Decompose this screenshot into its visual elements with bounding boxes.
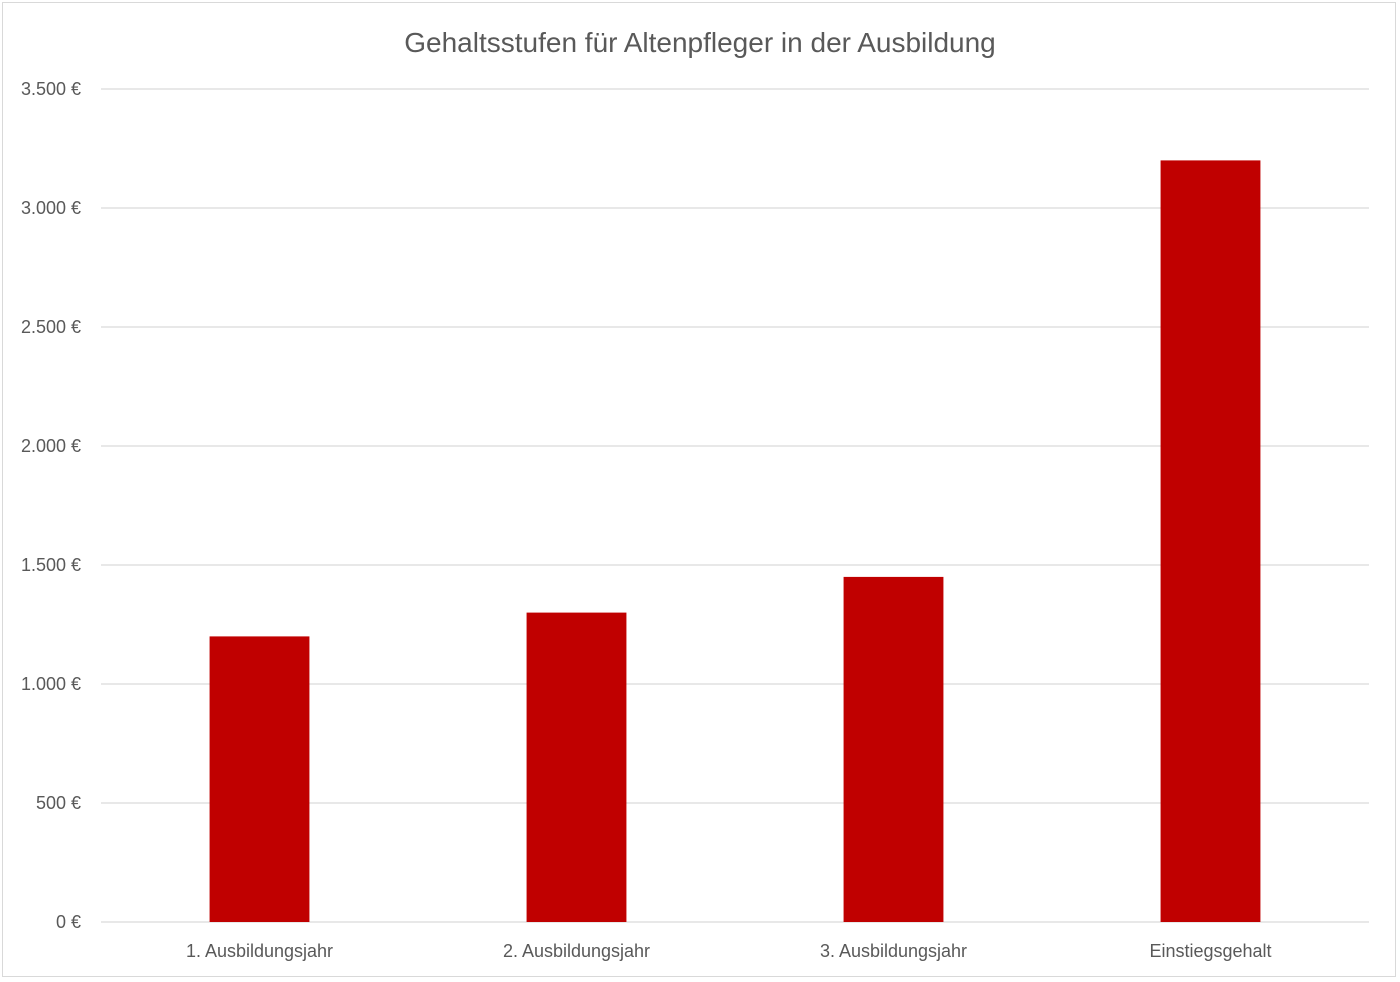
x-axis-categories: 1. Ausbildungsjahr 2. Ausbildungsjahr 3. A…: [186, 941, 1272, 961]
bar: [526, 612, 627, 922]
gridlines: [101, 88, 1369, 923]
y-tick-label: 3.000 €: [21, 198, 81, 218]
x-category-label: 1. Ausbildungsjahr: [186, 941, 333, 961]
y-tick-label: 500 €: [36, 793, 81, 813]
bars: [209, 160, 1261, 922]
y-tick-label: 2.500 €: [21, 317, 81, 337]
x-category-label: 3. Ausbildungsjahr: [820, 941, 967, 961]
bar: [1160, 160, 1261, 922]
y-axis-ticks: 0 € 500 € 1.000 € 1.500 € 2.000 € 2.500 € 3.00…: [21, 79, 81, 932]
chart-title: Gehaltsstufen für Altenpfleger in der Au…: [404, 27, 996, 58]
bar: [209, 636, 310, 922]
y-tick-label: 0 €: [56, 912, 81, 932]
y-tick-label: 1.000 €: [21, 674, 81, 694]
y-tick-label: 3.500 €: [21, 79, 81, 99]
y-tick-label: 2.000 €: [21, 436, 81, 456]
x-category-label: Einstiegsgehalt: [1149, 941, 1271, 961]
bar: [843, 576, 944, 922]
y-tick-label: 1.500 €: [21, 555, 81, 575]
x-category-label: 2. Ausbildungsjahr: [503, 941, 650, 961]
